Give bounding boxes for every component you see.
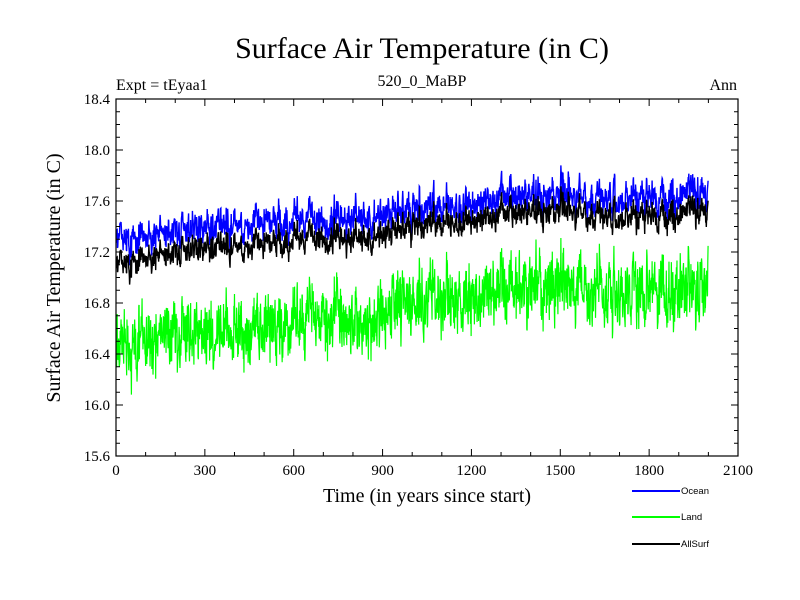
x-tick-label: 1500 [545, 463, 575, 479]
chart-title: Surface Air Temperature (in C) [235, 32, 609, 65]
season-label: Ann [709, 77, 737, 94]
y-tick-label: 15.6 [84, 449, 111, 465]
legend-label-ocean: Ocean [681, 486, 709, 497]
x-tick-label: 0 [112, 463, 120, 479]
x-tick-label: 300 [194, 463, 217, 479]
legend-label-land: Land [681, 512, 702, 523]
plot-frame [115, 98, 739, 457]
x-axis-label: Time (in years since start) [323, 485, 531, 507]
x-tick-label: 1800 [634, 463, 664, 479]
y-tick-label: 17.2 [84, 245, 110, 261]
x-tick-label: 900 [371, 463, 394, 479]
ticks-layer: 0 300 600 900 1200 1500 1800 2100 15.6 16.0 16.4 16… [84, 92, 753, 479]
x-tick-label: 2100 [723, 463, 753, 479]
x-tick-label: 1200 [456, 463, 486, 479]
y-tick-label: 18.0 [84, 143, 110, 159]
y-tick-label: 18.4 [84, 92, 111, 108]
y-tick-label: 16.4 [84, 347, 111, 363]
series-layer [115, 165, 709, 395]
y-tick-label: 16.8 [84, 296, 110, 312]
experiment-label: Expt = tEyaa1 [116, 77, 208, 94]
series-line-allsurf [115, 186, 709, 285]
y-axis-label: Surface Air Temperature (in C) [43, 153, 65, 402]
x-tick-label: 600 [282, 463, 305, 479]
y-tick-label: 17.6 [84, 194, 111, 210]
legend-label-allsurf: AllSurf [681, 539, 709, 550]
y-tick-label: 16.0 [84, 398, 110, 414]
period-label: 520_0_MaBP [378, 73, 467, 90]
series-line-land [115, 238, 709, 395]
legend: Ocean Land AllSurf [632, 486, 709, 550]
